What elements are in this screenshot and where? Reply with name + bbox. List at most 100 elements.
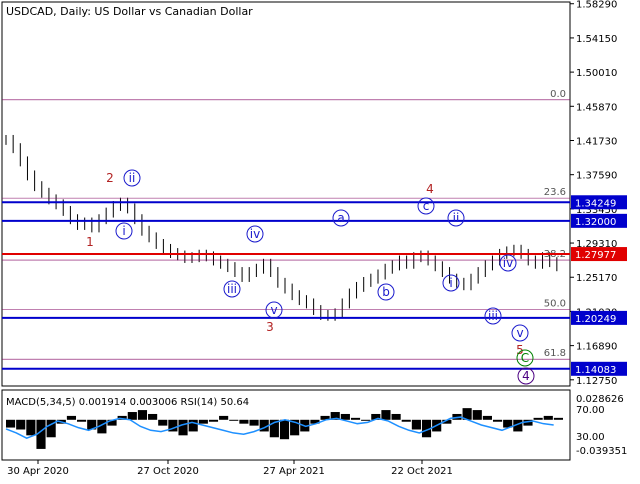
macd-bar: [482, 415, 492, 420]
chart-title: USDCAD, Daily: US Dollar vs Canadian Dol…: [6, 5, 253, 18]
macd-bar: [77, 419, 87, 422]
macd-bar: [411, 419, 421, 430]
wave-label: iv: [503, 256, 513, 270]
wave-label: a: [337, 211, 344, 225]
price-tick-label: 1.50010: [576, 68, 617, 79]
wave-marker-ring: [417, 197, 435, 215]
macd-bar: [503, 419, 513, 428]
macd-bar: [442, 419, 452, 424]
macd-bar: [87, 419, 97, 430]
wave-label: v: [270, 303, 277, 317]
macd-bar: [158, 419, 168, 426]
wave-label: C: [521, 351, 529, 365]
macd-bar: [462, 408, 472, 420]
wave-marker-ring: [499, 254, 517, 272]
macd-bar: [350, 417, 361, 420]
macd-bar: [36, 419, 46, 449]
macd-bar: [391, 413, 401, 420]
fib-level-label: 0.0: [550, 89, 566, 100]
price-level-tag: [571, 247, 627, 262]
macd-bar: [198, 419, 208, 424]
wave-label: b: [382, 285, 390, 299]
indicator-tick-label: 70.00: [576, 405, 605, 416]
wave-label: 2: [106, 171, 114, 185]
wave-marker-ring: [511, 324, 529, 342]
wave-marker-ring: [223, 280, 241, 298]
macd-bar: [371, 413, 381, 420]
macd-bar: [148, 413, 158, 420]
macd-bar: [310, 419, 320, 424]
macd-bar: [523, 419, 533, 426]
macd-bar: [239, 419, 249, 424]
price-tick-label: 1.25170: [576, 273, 617, 284]
macd-bar: [401, 419, 411, 422]
price-level-label: 1.34249: [575, 198, 616, 209]
macd-bar: [290, 419, 300, 436]
price-tick-label: 1.54150: [576, 34, 617, 45]
rsi-line: [5, 416, 554, 440]
wave-marker-ring: [442, 274, 460, 292]
macd-bar: [269, 419, 279, 438]
fib-level-label: 61.8: [544, 348, 566, 359]
macd-bar: [259, 419, 269, 432]
wave-label: ii: [453, 211, 460, 225]
wave-label: 3: [266, 320, 274, 334]
wave-marker-ring: [332, 209, 350, 227]
x-tick-label: 27 Apr 2021: [263, 466, 325, 477]
macd-bar: [340, 413, 350, 420]
indicator-tick-label: -0.039351: [576, 446, 627, 457]
wave-label: 5: [516, 343, 524, 357]
wave-label: iii: [488, 309, 498, 323]
fib-level-label: 50.0: [544, 299, 566, 310]
price-level-tag: [571, 195, 627, 210]
wave-marker-ring: [516, 349, 534, 367]
macd-bar: [229, 419, 239, 421]
wave-marker-ring: [447, 209, 465, 227]
macd-bar: [66, 415, 77, 420]
macd-bar: [320, 415, 330, 420]
macd-bar: [107, 419, 117, 426]
macd-bar: [46, 419, 56, 438]
macd-bar: [361, 419, 371, 421]
macd-bar: [279, 419, 290, 440]
wave-label: 4: [426, 182, 434, 196]
fib-level-label: 23.6: [544, 187, 566, 198]
price-level-tag: [571, 310, 627, 325]
indicator-frame: [1, 389, 571, 461]
macd-bar: [137, 410, 148, 420]
price-tick-label: 1.58290: [576, 0, 617, 11]
wave-marker-ring: [115, 222, 133, 240]
wave-marker-ring: [484, 307, 502, 325]
price-tick-label: 1.41730: [576, 136, 617, 147]
wave-label: c: [423, 199, 430, 213]
macd-bar: [513, 419, 523, 432]
wave-label: iv: [250, 227, 260, 241]
macd-bar: [543, 415, 553, 420]
wave-marker-ring: [246, 225, 264, 243]
wave-marker-ring: [377, 283, 395, 301]
wave-label: i: [122, 224, 125, 238]
macd-bar: [381, 410, 391, 420]
wave-marker-ring: [517, 367, 535, 385]
x-tick-label: 30 Apr 2020: [7, 466, 69, 477]
wave-label: 1: [86, 235, 94, 249]
price-level-tag: [571, 213, 627, 228]
macd-bar: [330, 412, 340, 420]
macd-bar: [26, 419, 36, 436]
indicator-title: MACD(5,34,5) 0.001914 0.003006 RSI(14) 5…: [6, 397, 249, 408]
x-tick-label: 27 Oct 2020: [137, 466, 199, 477]
wave-marker-ring: [123, 169, 141, 187]
price-tick-label: 1.37590: [576, 171, 617, 182]
macd-bar: [97, 419, 107, 434]
price-tick-label: 1.16890: [576, 342, 617, 353]
macd-bar: [219, 415, 229, 420]
macd-bar: [16, 419, 26, 430]
macd-bar: [553, 417, 563, 420]
macd-bar: [472, 410, 482, 420]
macd-bar: [127, 412, 137, 420]
wave-label: 4: [522, 369, 530, 383]
price-tick-label: 1.45870: [576, 102, 617, 113]
macd-bar: [188, 419, 198, 432]
macd-bar: [208, 419, 219, 422]
